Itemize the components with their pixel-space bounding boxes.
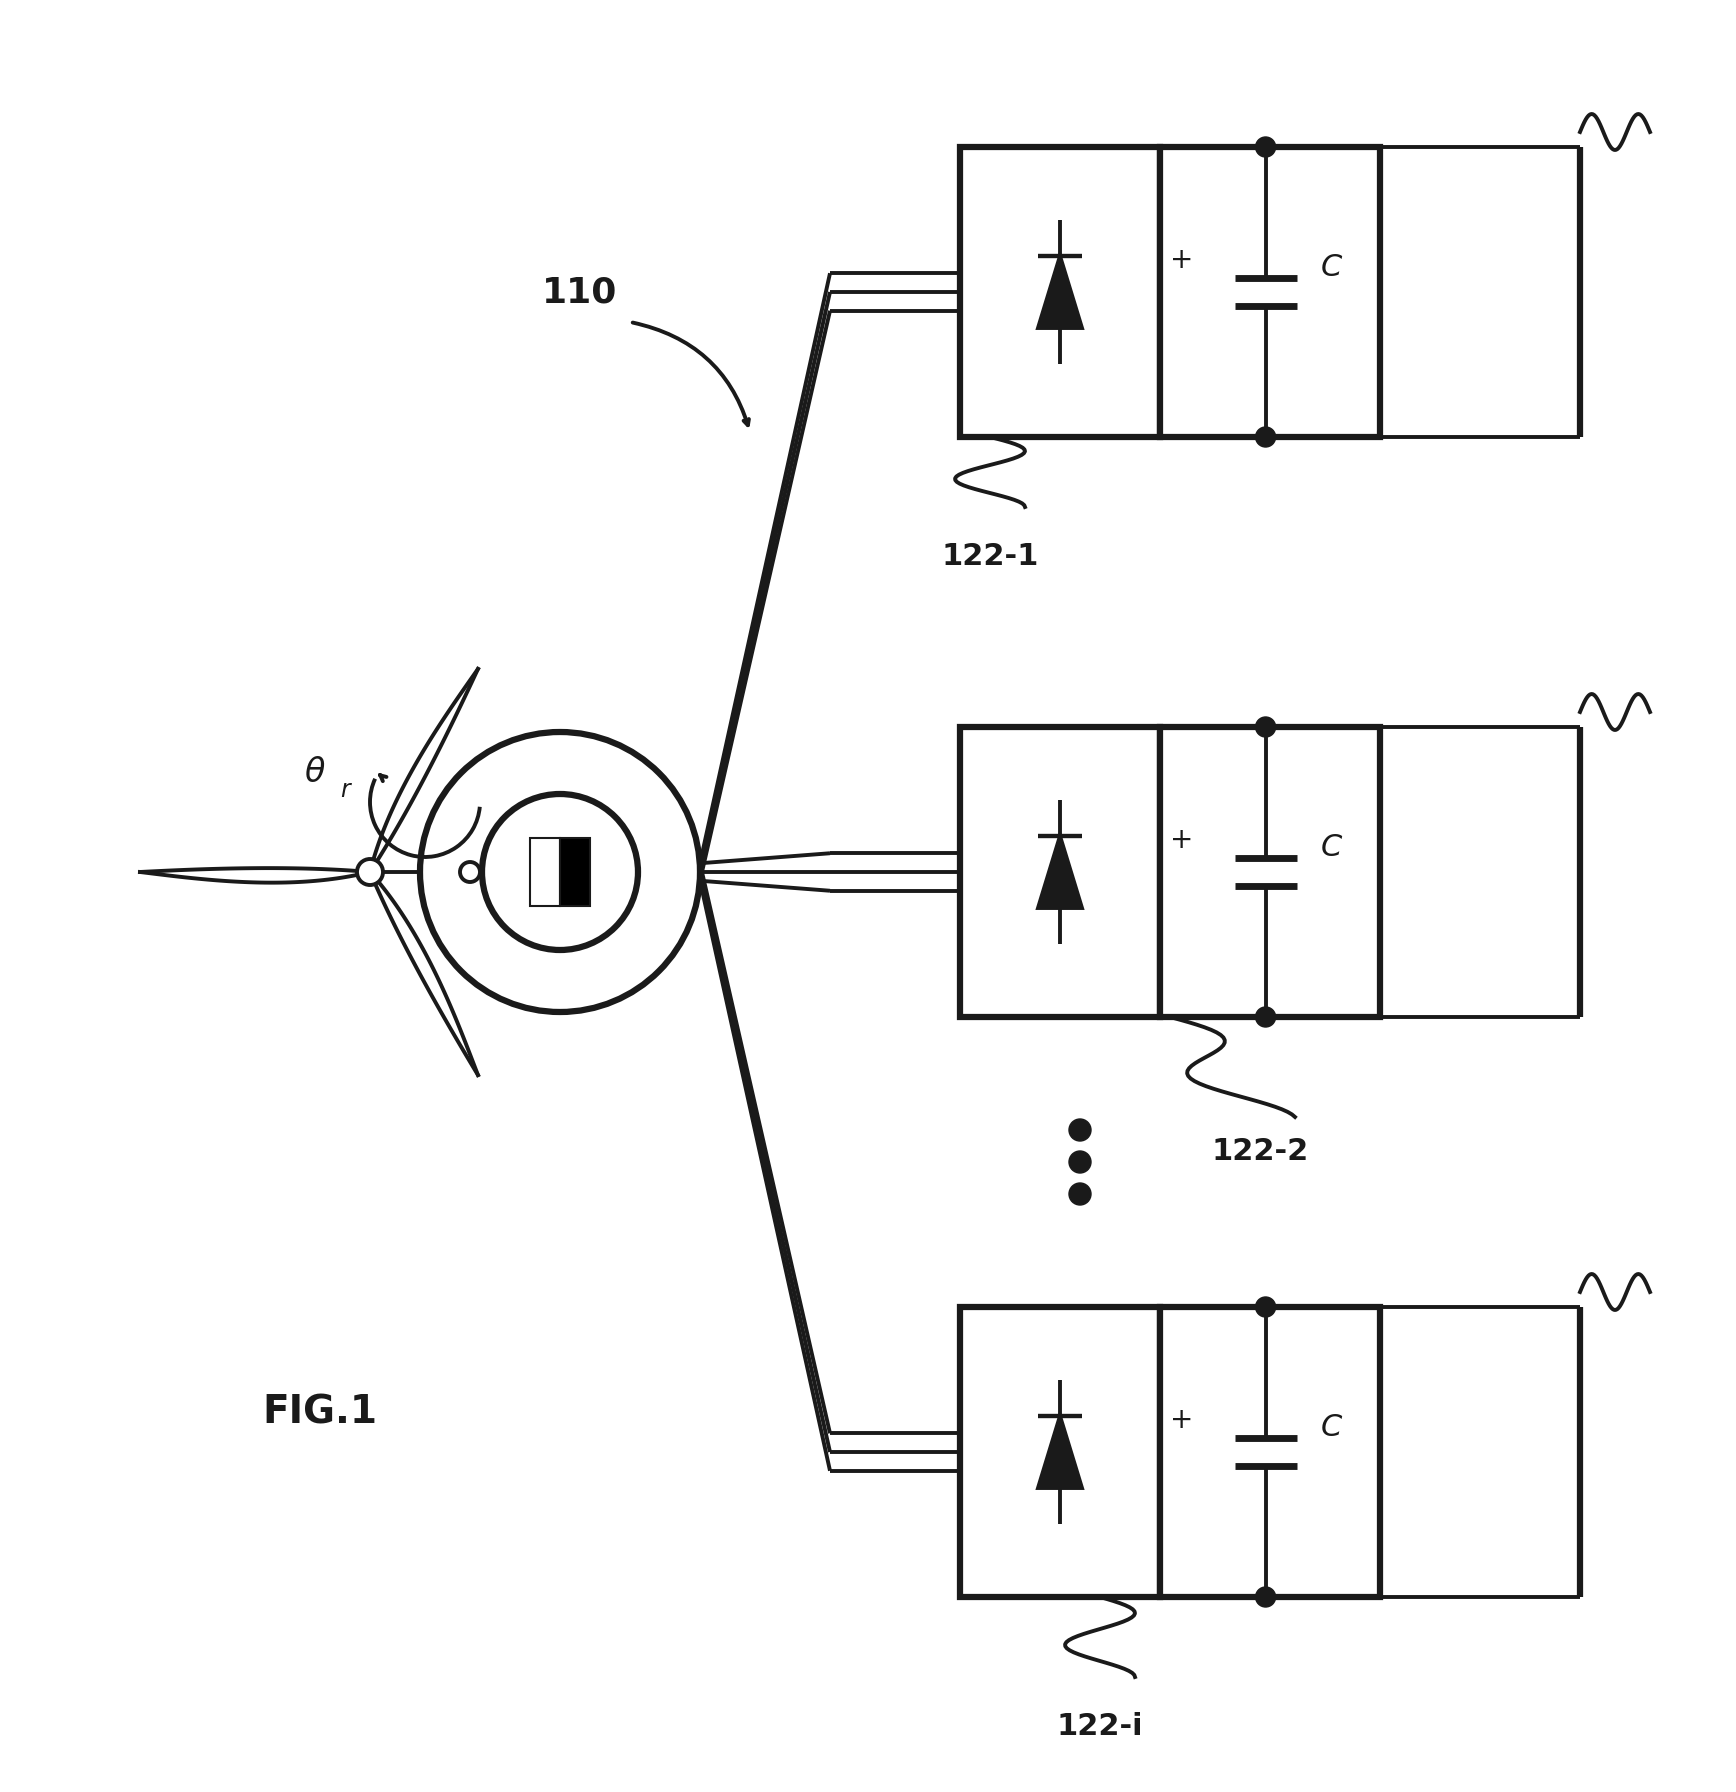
Text: +: + bbox=[1170, 826, 1194, 855]
Circle shape bbox=[1255, 717, 1276, 737]
Bar bbox=[960, 147, 1160, 437]
Circle shape bbox=[1255, 136, 1276, 158]
Circle shape bbox=[1255, 1297, 1276, 1317]
Bar bbox=[960, 728, 1160, 1018]
Text: 122-1: 122-1 bbox=[941, 541, 1038, 572]
Text: $\theta$: $\theta$ bbox=[304, 756, 326, 788]
Text: 122-2: 122-2 bbox=[1212, 1136, 1309, 1167]
Text: C: C bbox=[1321, 1412, 1342, 1441]
Bar bbox=[561, 839, 590, 907]
Polygon shape bbox=[1038, 1416, 1082, 1487]
Polygon shape bbox=[1038, 256, 1082, 328]
Circle shape bbox=[1069, 1118, 1090, 1142]
Circle shape bbox=[460, 862, 479, 882]
Text: C: C bbox=[1321, 253, 1342, 281]
Text: +: + bbox=[1170, 1407, 1194, 1434]
Polygon shape bbox=[1038, 837, 1082, 909]
Text: 110: 110 bbox=[542, 274, 618, 308]
Text: r: r bbox=[340, 778, 351, 803]
Bar bbox=[1160, 147, 1380, 437]
Circle shape bbox=[1255, 1588, 1276, 1607]
Text: +: + bbox=[1170, 246, 1194, 274]
Circle shape bbox=[1255, 426, 1276, 446]
Circle shape bbox=[1069, 1150, 1090, 1174]
Bar bbox=[960, 1306, 1160, 1597]
Bar bbox=[529, 839, 561, 907]
Circle shape bbox=[1069, 1183, 1090, 1204]
Bar bbox=[1160, 728, 1380, 1018]
Text: 122-i: 122-i bbox=[1057, 1711, 1144, 1742]
Text: FIG.1: FIG.1 bbox=[262, 1392, 377, 1432]
Circle shape bbox=[358, 858, 384, 885]
Circle shape bbox=[1255, 1007, 1276, 1027]
Bar bbox=[1160, 1306, 1380, 1597]
Text: C: C bbox=[1321, 833, 1342, 862]
